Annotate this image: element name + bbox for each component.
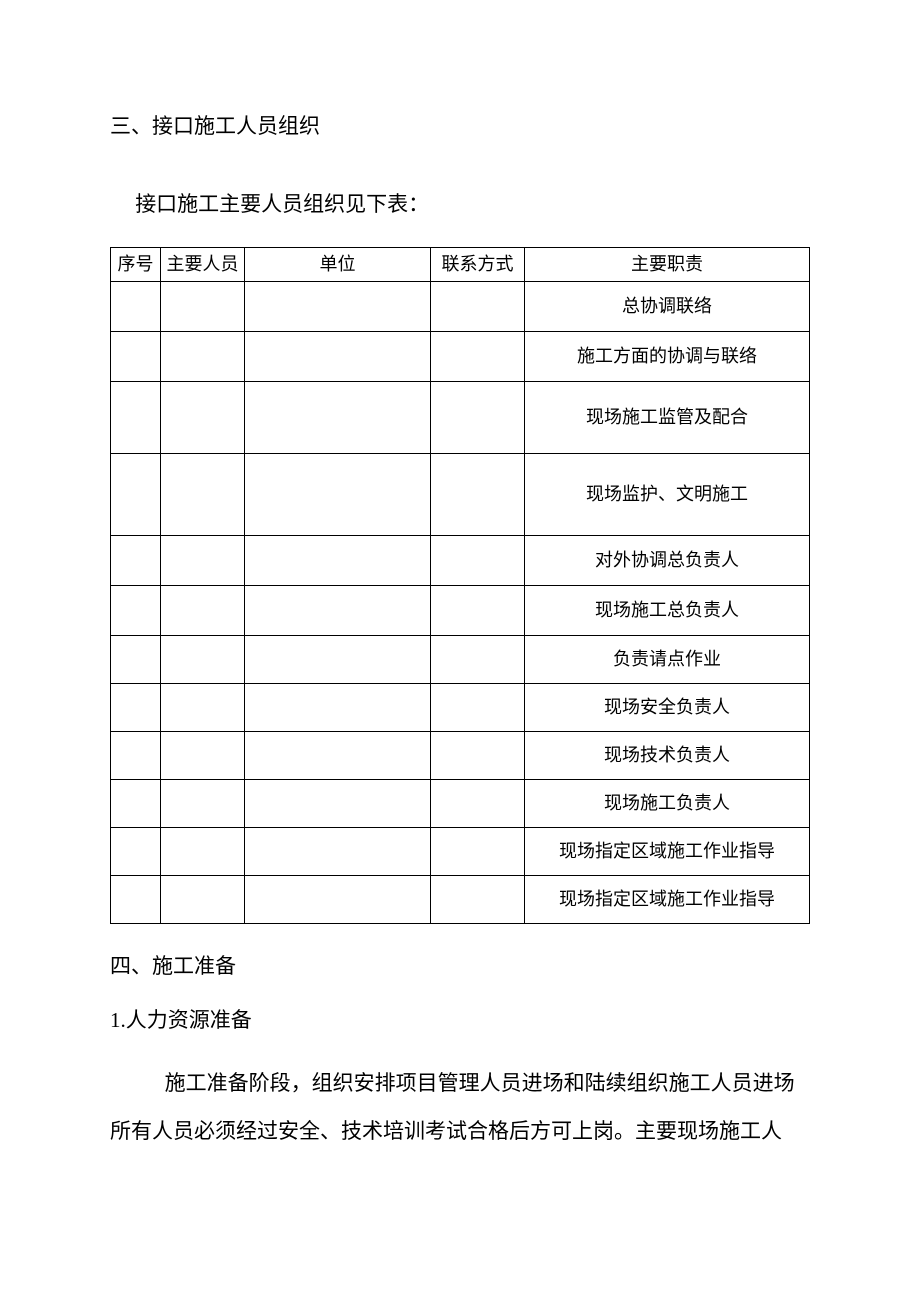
cell-seq — [111, 585, 161, 635]
cell-seq — [111, 453, 161, 535]
cell-resp: 负责请点作业 — [525, 635, 810, 683]
cell-contact — [431, 281, 525, 331]
table-row: 现场技术负责人 — [111, 731, 810, 779]
cell-seq — [111, 635, 161, 683]
cell-contact — [431, 331, 525, 381]
cell-unit — [245, 731, 431, 779]
col-header-resp: 主要职责 — [525, 248, 810, 282]
cell-seq — [111, 331, 161, 381]
cell-person — [161, 281, 245, 331]
cell-contact — [431, 827, 525, 875]
cell-contact — [431, 381, 525, 453]
cell-contact — [431, 585, 525, 635]
cell-seq — [111, 731, 161, 779]
table-row: 对外协调总负责人 — [111, 535, 810, 585]
col-header-contact: 联系方式 — [431, 248, 525, 282]
cell-resp: 现场监护、文明施工 — [525, 453, 810, 535]
col-header-unit: 单位 — [245, 248, 431, 282]
section4-sub1-heading: 1.人力资源准备 — [110, 1004, 810, 1038]
cell-contact — [431, 875, 525, 923]
cell-person — [161, 381, 245, 453]
col-header-seq: 序号 — [111, 248, 161, 282]
cell-person — [161, 535, 245, 585]
table-row: 现场施工监管及配合 — [111, 381, 810, 453]
cell-unit — [245, 827, 431, 875]
cell-unit — [245, 779, 431, 827]
cell-contact — [431, 535, 525, 585]
cell-resp: 对外协调总负责人 — [525, 535, 810, 585]
table-row: 现场指定区域施工作业指导 — [111, 827, 810, 875]
personnel-table: 序号 主要人员 单位 联系方式 主要职责 总协调联络 施工方面的协调与联络 — [110, 247, 810, 924]
cell-unit — [245, 281, 431, 331]
cell-seq — [111, 535, 161, 585]
cell-person — [161, 635, 245, 683]
cell-contact — [431, 635, 525, 683]
table-row: 现场监护、文明施工 — [111, 453, 810, 535]
table-row: 现场安全负责人 — [111, 683, 810, 731]
section4-sub1-para1: 施工准备阶段，组织安排项目管理人员进场和陆续组织施工人员进场 — [110, 1059, 810, 1107]
cell-resp: 现场施工监管及配合 — [525, 381, 810, 453]
cell-seq — [111, 281, 161, 331]
cell-contact — [431, 731, 525, 779]
cell-resp: 总协调联络 — [525, 281, 810, 331]
cell-resp: 现场指定区域施工作业指导 — [525, 875, 810, 923]
cell-unit — [245, 683, 431, 731]
cell-person — [161, 731, 245, 779]
cell-seq — [111, 683, 161, 731]
cell-seq — [111, 381, 161, 453]
table-row: 现场指定区域施工作业指导 — [111, 875, 810, 923]
cell-contact — [431, 683, 525, 731]
cell-resp: 现场安全负责人 — [525, 683, 810, 731]
cell-person — [161, 683, 245, 731]
col-header-person: 主要人员 — [161, 248, 245, 282]
cell-unit — [245, 453, 431, 535]
section3-heading: 三、接口施工人员组织 — [110, 110, 810, 144]
table-row: 负责请点作业 — [111, 635, 810, 683]
cell-unit — [245, 635, 431, 683]
cell-person — [161, 585, 245, 635]
section3-intro: 接口施工主要人员组织见下表： — [110, 188, 810, 222]
cell-resp: 现场技术负责人 — [525, 731, 810, 779]
cell-seq — [111, 875, 161, 923]
cell-resp: 施工方面的协调与联络 — [525, 331, 810, 381]
cell-unit — [245, 875, 431, 923]
cell-person — [161, 827, 245, 875]
section4-heading: 四、施工准备 — [110, 950, 810, 984]
cell-person — [161, 875, 245, 923]
cell-unit — [245, 331, 431, 381]
table-row: 施工方面的协调与联络 — [111, 331, 810, 381]
cell-unit — [245, 535, 431, 585]
cell-resp: 现场施工负责人 — [525, 779, 810, 827]
table-row: 现场施工总负责人 — [111, 585, 810, 635]
cell-unit — [245, 381, 431, 453]
table-row: 总协调联络 — [111, 281, 810, 331]
cell-person — [161, 779, 245, 827]
cell-seq — [111, 827, 161, 875]
cell-person — [161, 453, 245, 535]
table-header-row: 序号 主要人员 单位 联系方式 主要职责 — [111, 248, 810, 282]
cell-resp: 现场施工总负责人 — [525, 585, 810, 635]
cell-unit — [245, 585, 431, 635]
section4-sub1-para2: 所有人员必须经过安全、技术培训考试合格后方可上岗。主要现场施工人 — [110, 1107, 810, 1155]
cell-contact — [431, 453, 525, 535]
cell-contact — [431, 779, 525, 827]
table-row: 现场施工负责人 — [111, 779, 810, 827]
cell-seq — [111, 779, 161, 827]
cell-person — [161, 331, 245, 381]
cell-resp: 现场指定区域施工作业指导 — [525, 827, 810, 875]
